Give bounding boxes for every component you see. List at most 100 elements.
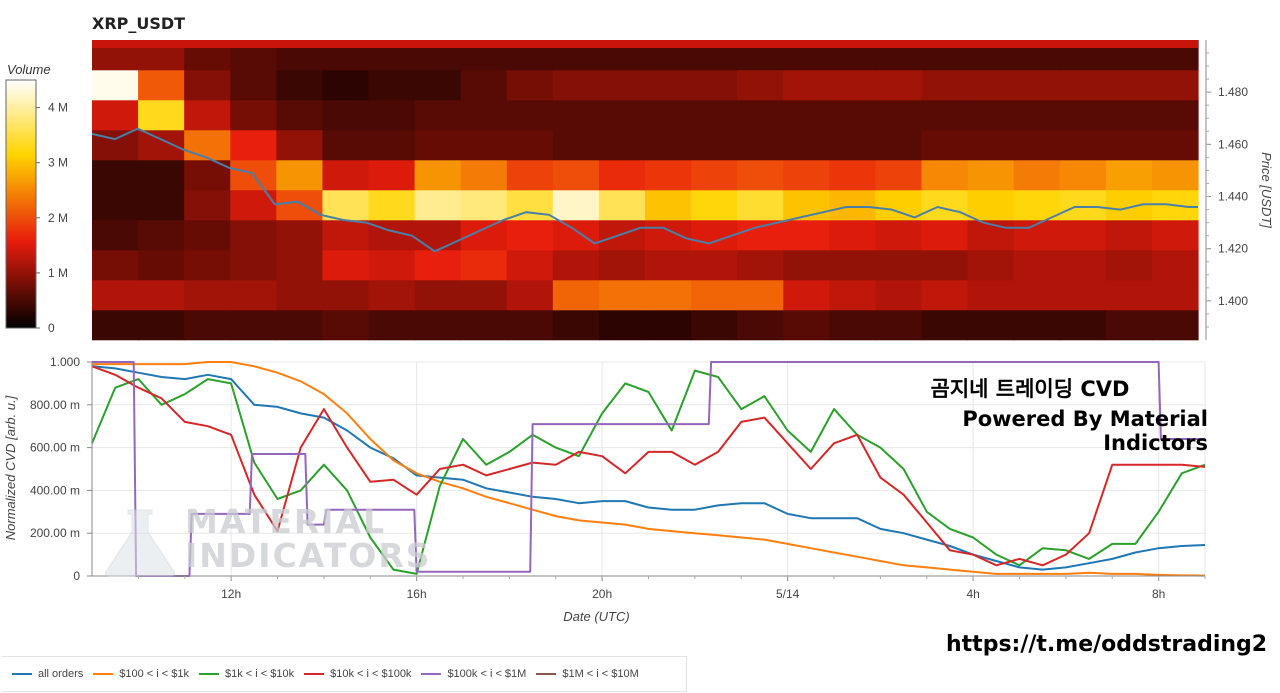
- heatmap-cell: [691, 160, 738, 191]
- heatmap-cell: [184, 310, 231, 341]
- legend-swatch: [536, 673, 557, 675]
- heatmap-cell: [414, 250, 462, 281]
- heatmap-cell: [230, 250, 277, 281]
- heatmap-cell: [1105, 130, 1153, 161]
- heatmap-cell: [414, 190, 462, 221]
- heatmap-cell: [737, 310, 784, 341]
- heatmap-cell: [322, 70, 370, 101]
- heatmap-cell: [691, 310, 738, 341]
- heatmap-cell: [829, 70, 877, 101]
- heatmap-cell: [1105, 220, 1153, 251]
- heatmap-cell: [829, 280, 877, 311]
- heatmap-cell: [552, 130, 600, 161]
- heatmap-cell: [552, 190, 600, 221]
- heatmap-cell: [875, 160, 923, 191]
- heatmap-cell: [1151, 100, 1199, 131]
- heatmap-cell: [138, 70, 185, 101]
- heatmap-cell: [645, 130, 692, 161]
- legend-item[interactable]: $1M < i < $10M: [536, 668, 639, 680]
- heatmap-cell: [276, 100, 324, 131]
- heatmap-cell: [460, 130, 508, 161]
- heatmap-cell: [691, 190, 738, 221]
- heatmap-cell: [322, 250, 370, 281]
- heatmap-cell: [322, 220, 370, 251]
- heatmap-cell: [645, 100, 692, 131]
- heatmap-cell: [645, 310, 692, 341]
- price-axis: 1.400 1.420 1.440 1.460 1.480 Price [USDT]: [1205, 40, 1274, 340]
- heatmap-cell: [230, 70, 277, 101]
- legend-swatch: [12, 673, 32, 675]
- heatmap-cell: [1059, 130, 1107, 161]
- legend-label: $10k < i < $100k: [330, 668, 412, 680]
- heatmap-cell: [967, 130, 1015, 161]
- heatmap-cell: [783, 100, 830, 131]
- heatmap-cell: [138, 220, 185, 251]
- heatmap-cell: [138, 250, 185, 281]
- heatmap-cell: [276, 70, 324, 101]
- heatmap-cell: [1151, 310, 1199, 341]
- heatmap-cell: [460, 220, 508, 251]
- heatmap-cell: [92, 70, 139, 101]
- heatmap-cell: [414, 220, 462, 251]
- heatmap-cell: [921, 190, 969, 221]
- legend-item[interactable]: $10k < i < $100k: [304, 668, 411, 680]
- heatmap-cell: [737, 160, 784, 191]
- heatmap-cell: [506, 280, 554, 311]
- heatmap-cell: [552, 250, 600, 281]
- heatmap-cell: [414, 280, 462, 311]
- heatmap-cell: [460, 280, 508, 311]
- heatmap-cell: [875, 220, 923, 251]
- colorbar-tick-label: 4 M: [48, 101, 68, 115]
- legend-label: $100 < i < $1k: [119, 668, 189, 680]
- heatmap-cell: [921, 130, 969, 161]
- cvd-y-tick-label: 1.000: [50, 355, 80, 369]
- heatmap-cell: [1059, 100, 1107, 131]
- heatmap-cell: [875, 190, 923, 221]
- price-tick-label: 1.420: [1218, 242, 1248, 256]
- legend-item[interactable]: $100k < i < $1M: [421, 668, 526, 680]
- heatmap-cell: [967, 280, 1015, 311]
- heatmap-cell: [322, 130, 370, 161]
- heatmap-cell: [598, 130, 646, 161]
- heatmap-cell: [138, 310, 185, 341]
- cvd-x-tick-label: 20h: [592, 587, 612, 601]
- legend-item[interactable]: $100 < i < $1k: [93, 668, 189, 680]
- heatmap-cell: [1151, 130, 1199, 161]
- cvd-x-tick-label: 16h: [407, 587, 427, 601]
- heatmap-cell: [1059, 250, 1107, 281]
- heatmap-cell: [645, 160, 692, 191]
- heatmap-cell: [368, 130, 416, 161]
- legend-label: $1M < i < $10M: [562, 668, 639, 680]
- heatmap-cell: [1013, 100, 1061, 131]
- cvd-y-tick-label: 400.00 m: [30, 483, 80, 497]
- cvd-series-line: [91, 369, 1206, 575]
- heatmap-cell: [92, 190, 139, 221]
- cvd-y-tick-label: 200.00 m: [30, 526, 80, 540]
- watermark: MATERIAL INDICATORS: [185, 505, 432, 573]
- heatmap-cell: [92, 310, 139, 341]
- legend-item[interactable]: all orders: [12, 668, 83, 680]
- heatmap-cell: [829, 100, 877, 131]
- legend: all orders $100 < i < $1k $1k < i < $10k $1…: [2, 656, 687, 692]
- heatmap-cell: [276, 280, 324, 311]
- legend-swatch: [93, 673, 114, 675]
- heatmap-cell: [1151, 250, 1199, 281]
- heatmap-cell: [783, 160, 830, 191]
- heatmap-cell: [598, 100, 646, 131]
- telegram-link[interactable]: https://t.me/oddstrading2: [946, 632, 1268, 657]
- heatmap-cell: [184, 280, 231, 311]
- heatmap-cell: [368, 310, 416, 341]
- legend-item[interactable]: $1k < i < $10k: [198, 668, 294, 680]
- heatmap-cell: [598, 70, 646, 101]
- cvd-series-line: [91, 365, 1206, 567]
- price-tick-label: 1.440: [1218, 190, 1248, 204]
- heatmap-cell: [1013, 130, 1061, 161]
- heatmap-cell: [737, 250, 784, 281]
- heatmap-cell: [184, 70, 231, 101]
- heatmap-cell: [460, 70, 508, 101]
- heatmap-cell: [506, 250, 554, 281]
- heatmap-cell: [368, 190, 416, 221]
- cvd-y-axis-label: Normalized CVD [arb. u.]: [3, 395, 18, 540]
- heatmap-cell: [414, 310, 462, 341]
- heatmap-cell: [138, 190, 185, 221]
